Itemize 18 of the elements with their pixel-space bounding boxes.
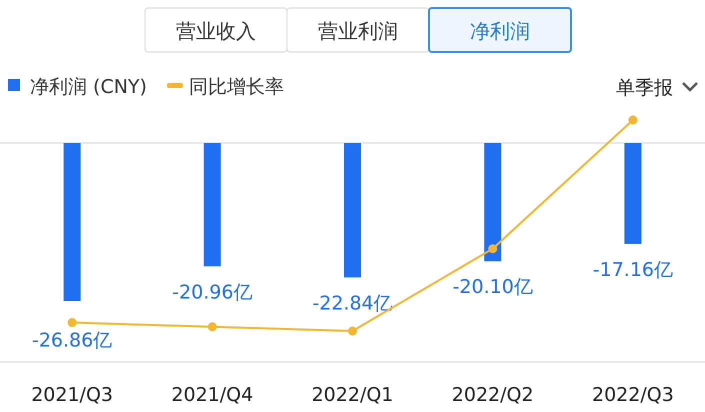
- data-label: -17.16亿: [592, 258, 674, 281]
- text: 单季报: [616, 77, 673, 99]
- x-tick-label: 2021/Q4: [171, 384, 254, 406]
- tabs: 营业收入 营业利润 净利润: [144, 7, 572, 53]
- point: [208, 322, 217, 332]
- legend-label: 同比增长率: [188, 76, 284, 98]
- data-label: -20.10亿: [452, 276, 533, 298]
- x-tick-label: 2022/Q3: [592, 384, 674, 406]
- point: [488, 244, 498, 254]
- x-tick-label: 2022/Q1: [312, 384, 394, 406]
- point: [68, 318, 77, 328]
- x-tick-label: 2022/Q2: [452, 384, 534, 406]
- x-tick-label: 2021/Q3: [31, 384, 114, 406]
- data-label: -20.96亿: [172, 281, 252, 304]
- data-label: -26.86亿: [32, 330, 112, 352]
- point: [628, 116, 638, 124]
- point: [348, 326, 357, 336]
- legend-label: 净利润 (CNY): [30, 76, 147, 98]
